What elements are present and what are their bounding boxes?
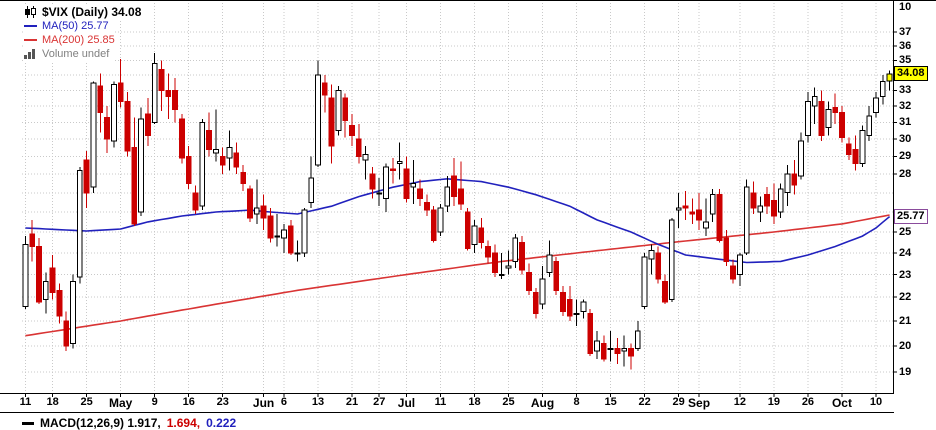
x-axis-label: 16 (182, 396, 195, 408)
x-axis-label: 6 (280, 396, 288, 408)
y-axis-label: 33 (899, 84, 912, 97)
panel-separator (0, 412, 894, 413)
macd-hist-value: 0.222 (206, 416, 237, 430)
y-axis-label: 37 (899, 26, 912, 39)
ma200-line-icon (24, 39, 37, 41)
volume-bars-icon (24, 49, 35, 59)
x-axis-label: 8 (573, 396, 580, 408)
macd-signal-value: 1.694, (166, 416, 201, 430)
gridlines (22, 0, 893, 393)
x-axis-label: 25 (80, 396, 93, 408)
ma-value-box: 25.77 (894, 208, 928, 224)
chart-legend: $VIX (Daily) 34.08 MA(50) 25.77 MA(200) … (24, 5, 146, 61)
y-axis-label: 21 (899, 314, 912, 327)
x-axis-label: Jul (397, 396, 416, 410)
x-axis-label: 18 (46, 396, 59, 408)
x-axis-label: 23 (216, 396, 229, 408)
macd-label: MACD(12,26,9) 1.917, (40, 416, 161, 430)
x-axis-label: 9 (151, 396, 158, 408)
ma50-line (25, 177, 891, 264)
x-axis-label: 10 (869, 396, 883, 408)
symbol-title: $VIX (Daily) 34.08 (42, 5, 142, 19)
ma50-label: MA(50) 25.77 (42, 20, 109, 32)
volume-label: Volume undef (42, 48, 110, 60)
x-axis-label: 22 (638, 396, 651, 408)
x-axis-label: 21 (345, 396, 359, 408)
y-axis-label: 19 (899, 366, 912, 378)
plot-border (0, 0, 936, 397)
y-axis-label: 20 (899, 339, 912, 352)
y-axis-label: 30 (899, 133, 912, 146)
candlestick-icon (25, 6, 36, 18)
y-axis-label: 22 (899, 291, 912, 304)
y-axis-label: 23 (899, 268, 912, 281)
y-axis-label: 32 (899, 100, 912, 113)
y-axis-label: 31 (899, 116, 912, 129)
y-axis-label: 36 (899, 40, 912, 53)
x-axis-label: Oct (831, 396, 852, 410)
x-axis-label: 11 (434, 396, 447, 408)
upper-panel-axis-label: 10 (899, 1, 912, 13)
x-axis-label: 19 (767, 396, 781, 408)
macd-legend: MACD(12,26,9) 1.917, 1.694, 0.222 (22, 416, 236, 430)
x-axis-label: Sep (688, 396, 711, 410)
x-axis-label: 12 (733, 396, 747, 408)
macd-line-icon (22, 421, 34, 425)
candles (22, 53, 893, 370)
legend-symbol-row: $VIX (Daily) 34.08 (24, 5, 146, 19)
y-axis-label: 29 (899, 150, 912, 163)
x-axis-label: May (108, 396, 133, 410)
x-axis-label: 27 (373, 396, 386, 408)
x-axis-label: 11 (19, 396, 32, 408)
ma50-line-icon (24, 25, 37, 27)
last-price-box: 34.08 (894, 66, 928, 82)
x-axis-label: 13 (311, 396, 325, 408)
ma200-label: MA(200) 25.85 (42, 34, 115, 46)
ma200-line (25, 214, 890, 337)
y-axis-label: 28 (899, 168, 912, 181)
x-axis-label: 26 (801, 396, 815, 408)
x-axis-label: 15 (604, 396, 617, 408)
legend-ma50-row: MA(50) 25.77 (24, 19, 113, 33)
x-axis-label: Aug (530, 396, 555, 410)
legend-volume-row: Volume undef (24, 47, 114, 61)
legend-ma200-row: MA(200) 25.85 (24, 33, 119, 47)
x-axis-label: 18 (468, 396, 481, 408)
x-axis-label: 25 (502, 396, 515, 408)
x-axis-label: Jun (252, 396, 275, 410)
y-axis-label: 25 (899, 226, 912, 239)
y-axis-label: 24 (899, 246, 912, 259)
x-axis-label: 29 (672, 396, 685, 408)
y-axis-label: 35 (899, 54, 912, 67)
